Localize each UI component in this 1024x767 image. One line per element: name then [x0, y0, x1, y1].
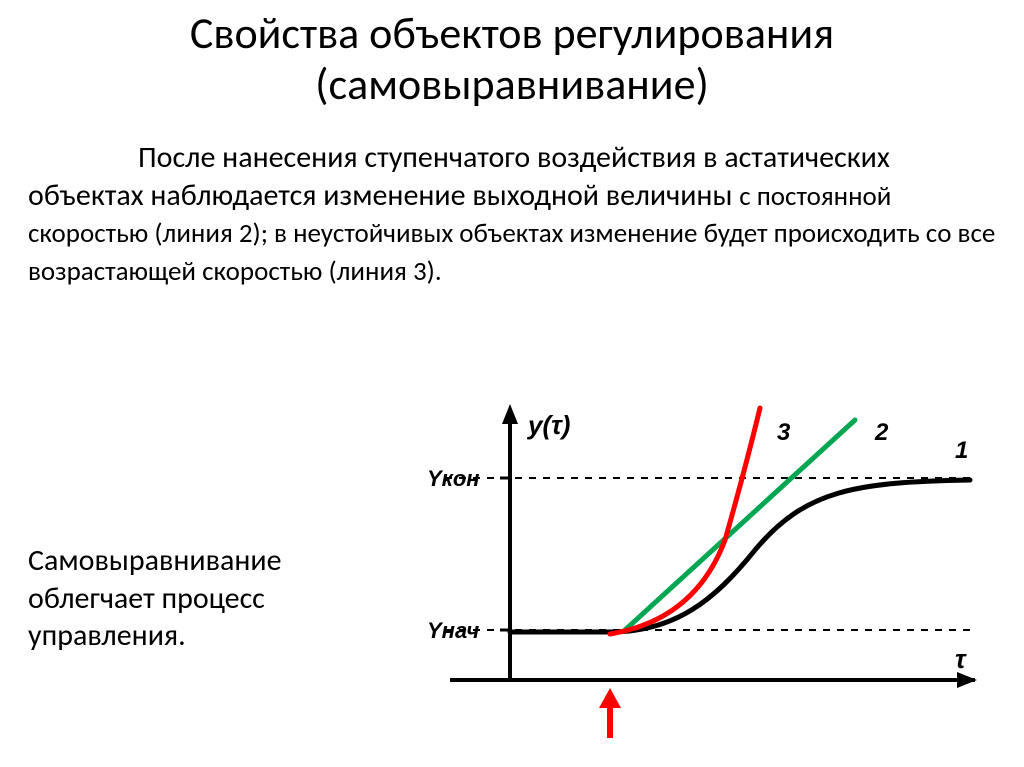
step-marker-arrow — [599, 688, 621, 708]
curve-1 — [510, 480, 970, 632]
x-axis-arrow — [957, 672, 977, 688]
ytick-label-y_end: Yкон — [427, 466, 480, 491]
body-paragraph: После нанесения ступенчатого воздействия… — [0, 109, 1024, 289]
x-axis-label: τ — [955, 644, 967, 674]
y-axis-label: y(τ) — [526, 410, 570, 440]
curve-2 — [625, 420, 855, 630]
footnote-text: Самовыравнивание облегчает процесс управ… — [28, 542, 398, 655]
curve-label-3: 3 — [777, 419, 791, 446]
curve-label-1: 1 — [955, 437, 968, 464]
title-line-1: Свойства объектов регулирования — [190, 6, 834, 60]
slide-title: Свойства объектов регулирования (самовыр… — [0, 0, 1024, 109]
curve-label-2: 2 — [874, 419, 889, 446]
ytick-label-y_start: Yнач — [427, 618, 479, 643]
y-axis-arrow — [502, 404, 518, 424]
curve-3 — [610, 408, 760, 634]
title-line-2: (самовыравнивание) — [315, 57, 709, 111]
response-chart: Yкон Yнач y(τ) τ 1 2 3 — [415, 400, 995, 760]
